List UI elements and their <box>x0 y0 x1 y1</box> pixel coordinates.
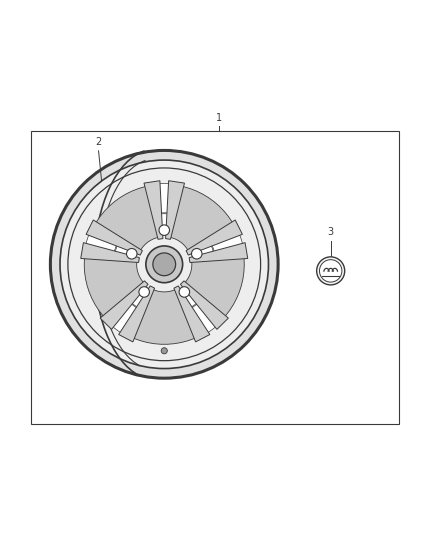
Circle shape <box>139 287 149 297</box>
Text: 1: 1 <box>216 113 222 123</box>
Polygon shape <box>174 286 210 342</box>
Polygon shape <box>110 303 138 334</box>
Text: 2: 2 <box>95 138 102 147</box>
Polygon shape <box>81 243 139 263</box>
Circle shape <box>127 248 137 259</box>
Polygon shape <box>211 231 244 254</box>
Polygon shape <box>100 281 148 329</box>
Polygon shape <box>156 183 173 213</box>
Polygon shape <box>144 181 163 239</box>
Bar <box>31 131 399 424</box>
Circle shape <box>153 253 176 276</box>
Circle shape <box>191 248 202 259</box>
Circle shape <box>68 168 261 361</box>
Polygon shape <box>189 243 248 263</box>
Circle shape <box>161 348 167 354</box>
Polygon shape <box>115 244 134 257</box>
Circle shape <box>146 246 183 282</box>
Polygon shape <box>85 231 117 254</box>
Polygon shape <box>131 289 148 308</box>
Circle shape <box>179 287 190 297</box>
Circle shape <box>50 150 278 378</box>
Polygon shape <box>128 289 201 344</box>
Polygon shape <box>84 252 145 321</box>
Circle shape <box>319 260 342 282</box>
Polygon shape <box>180 281 228 329</box>
Polygon shape <box>166 181 184 239</box>
Polygon shape <box>93 185 160 252</box>
Circle shape <box>159 225 170 236</box>
Circle shape <box>317 257 345 285</box>
Polygon shape <box>181 289 198 308</box>
Polygon shape <box>169 185 236 252</box>
Polygon shape <box>194 244 214 257</box>
Polygon shape <box>86 220 142 255</box>
Polygon shape <box>190 303 219 334</box>
Polygon shape <box>184 252 244 321</box>
Circle shape <box>60 160 268 368</box>
Polygon shape <box>119 286 155 342</box>
Polygon shape <box>159 214 170 231</box>
Polygon shape <box>186 220 242 255</box>
Text: 3: 3 <box>328 227 334 237</box>
